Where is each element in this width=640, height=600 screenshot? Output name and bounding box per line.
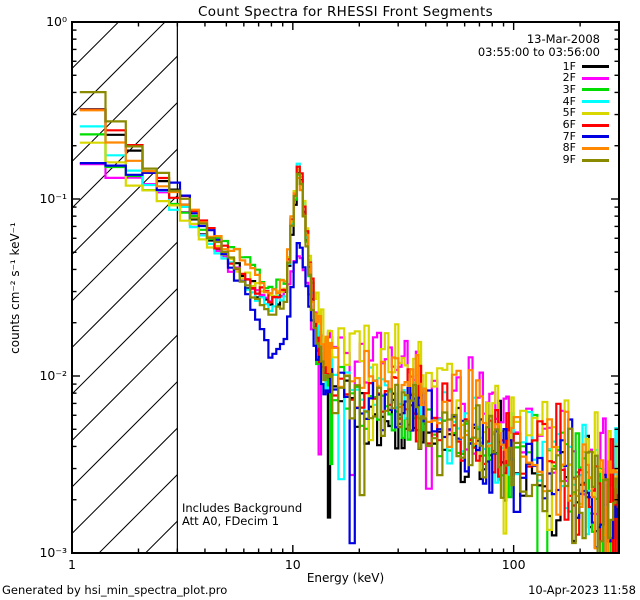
observation-date: 13-Mar-2008	[526, 32, 600, 46]
generator-credit: Generated by hsi_min_spectra_plot.pro	[2, 583, 228, 597]
legend-swatch-6F	[582, 123, 609, 127]
legend-label-9F: 9F	[562, 153, 576, 167]
spectrum-curve-6F	[79, 108, 619, 554]
spectrum-curve-2F	[79, 163, 619, 516]
spectrum-curve-4F	[79, 125, 619, 554]
note-attenuator-state: Att A0, FDecim 1	[182, 514, 280, 528]
legend-swatch-3F	[582, 88, 609, 92]
legend-swatch-1F	[582, 65, 609, 68]
y-axis-label: counts cm⁻² s⁻¹ keV⁻¹	[8, 222, 22, 354]
axis-ticks	[71, 22, 620, 553]
spectrum-curve-9F	[79, 91, 619, 554]
legend-label-7F: 7F	[562, 129, 576, 143]
legend-label-1F: 1F	[562, 59, 576, 73]
x-tick-label: 1	[68, 557, 76, 572]
spectrum-curve-7F	[79, 162, 619, 549]
observation-time-range: 03:55:00 to 03:56:00	[477, 45, 600, 59]
y-tick-label: 10⁰	[46, 14, 67, 29]
note-includes-background: Includes Background	[182, 501, 303, 515]
spectrum-curve-5F	[79, 141, 619, 550]
spectrum-curve-8F	[79, 109, 619, 554]
legend-swatch-8F	[582, 146, 609, 150]
plot-frame	[71, 21, 620, 554]
render-timestamp: 10-Apr-2023 11:58	[528, 583, 636, 597]
legend-label-5F: 5F	[562, 106, 576, 120]
legend-swatch-4F	[582, 100, 609, 104]
legend-label-2F: 2F	[562, 71, 576, 85]
plot-title: Count Spectra for RHESSI Front Segments	[198, 4, 493, 20]
legend-swatch-5F	[582, 111, 609, 115]
x-axis-label: Energy (keV)	[306, 571, 385, 585]
y-tick-label: 10⁻¹	[39, 191, 67, 206]
x-tick-label: 10	[284, 557, 301, 572]
legend-label-6F: 6F	[562, 118, 576, 131]
spectrum-curve-3F	[79, 133, 619, 554]
spectra-curves	[79, 91, 619, 554]
legend-label-8F: 8F	[562, 141, 576, 155]
legend-swatch-7F	[582, 135, 609, 139]
y-tick-label: 10⁻³	[39, 545, 67, 560]
legend-swatch-9F	[582, 158, 609, 162]
x-tick-label: 100	[501, 557, 526, 572]
legend-label-3F: 3F	[562, 82, 576, 96]
y-tick-label: 10⁻²	[39, 368, 67, 383]
legend-swatch-2F	[582, 76, 609, 80]
legend-label-4F: 4F	[562, 94, 576, 108]
